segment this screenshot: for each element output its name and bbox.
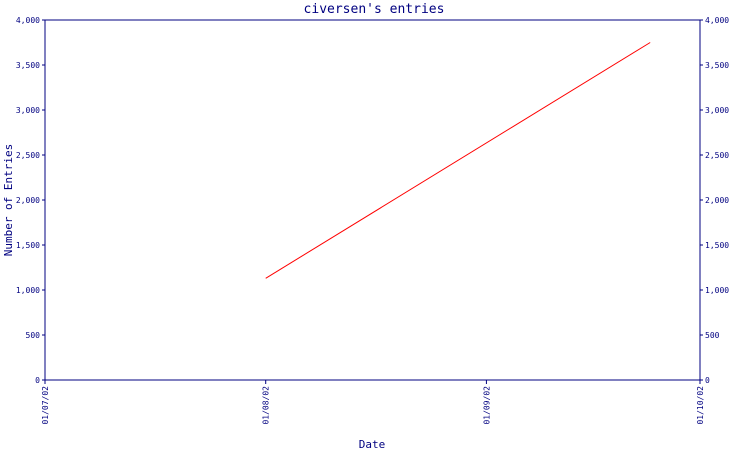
y-tick-label-left: 1,000 — [16, 286, 40, 295]
y-tick-label-left: 500 — [26, 331, 41, 340]
series-group — [265, 42, 651, 279]
y-tick-label-left: 4,000 — [16, 16, 40, 25]
y-tick-label-right: 3,500 — [705, 61, 729, 70]
y-tick-label-right: 3,000 — [705, 106, 729, 115]
y-tick-label-left: 0 — [35, 376, 40, 385]
y-tick-label-right: 2,500 — [705, 151, 729, 160]
y-axis-label: Number of Entries — [2, 144, 15, 257]
y-tick-label-left: 1,500 — [16, 241, 40, 250]
y-tick-label-left: 2,500 — [16, 151, 40, 160]
series-line — [265, 42, 651, 279]
chart-title: civersen's entries — [304, 2, 445, 17]
x-tick-label: 01/10/02 — [696, 386, 705, 425]
x-axis-label: Date — [359, 438, 386, 450]
y-tick-label-left: 3,500 — [16, 61, 40, 70]
x-tick-label: 01/07/02 — [41, 386, 50, 425]
y-tick-label-right: 4,000 — [705, 16, 729, 25]
x-tick-label: 01/09/02 — [482, 386, 491, 425]
y-tick-label-right: 500 — [705, 331, 720, 340]
x-axis: 01/07/02 01/08/02 01/09/02 01/10/02 — [41, 380, 705, 425]
y-tick-label-right: 2,000 — [705, 196, 729, 205]
y-tick-label-left: 3,000 — [16, 106, 40, 115]
y-tick-label-right: 1,000 — [705, 286, 729, 295]
y-axis-left: 0 500 1,000 1,500 2,000 2,500 3,000 3,500 4,000 — [16, 16, 45, 385]
y-tick-label-right: 0 — [705, 376, 710, 385]
y-tick-label-right: 1,500 — [705, 241, 729, 250]
y-axis-right: 0 500 1,000 1,500 2,000 2,500 3,000 3,500 4,000 — [700, 16, 729, 385]
plot-area-frame — [44, 19, 701, 381]
y-tick-label-left: 2,000 — [16, 196, 40, 205]
x-tick-label: 01/08/02 — [262, 386, 271, 425]
